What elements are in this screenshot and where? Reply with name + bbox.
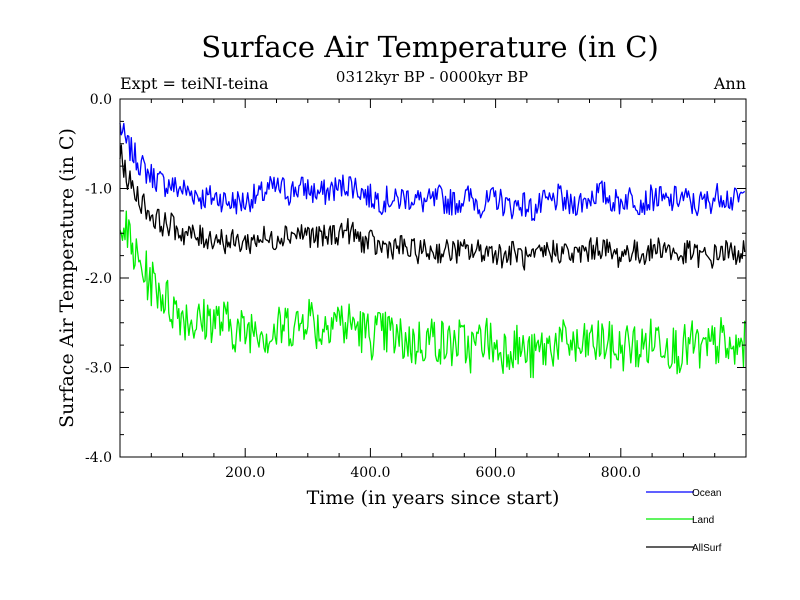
- season-label: Ann: [713, 74, 746, 93]
- y-tick-label: -4.0: [85, 450, 112, 466]
- x-tick-label: 400.0: [350, 465, 390, 481]
- y-tick-label: -2.0: [85, 271, 112, 287]
- plot-lines: [119, 122, 746, 379]
- axis-ticks: 0.0 -1.0 -2.0 -3.0 -4.0 200.0 400.0 600.0 800.0: [85, 92, 746, 481]
- legend-label-allsurf: AllSurf: [692, 543, 722, 554]
- series-line-allsurf: [119, 144, 746, 271]
- series-line-land: [119, 210, 746, 379]
- y-tick-label: -3.0: [85, 361, 112, 377]
- y-tick-label: 0.0: [90, 92, 112, 108]
- legend-label-land: Land: [692, 515, 714, 526]
- y-tick-label: -1.0: [85, 182, 112, 198]
- chart-title: Surface Air Temperature (in C): [201, 30, 659, 64]
- experiment-label: Expt = teiNI-teina: [120, 74, 269, 93]
- y-axis-label: Surface Air Temperature (in C): [56, 128, 78, 428]
- plot-frame: [119, 98, 747, 458]
- legend-label-ocean: Ocean: [692, 488, 721, 499]
- series-line-ocean: [119, 122, 746, 222]
- x-axis-label: Time (in years since start): [307, 487, 560, 509]
- chart-subtitle: 0312kyr BP - 0000kyr BP: [336, 68, 528, 86]
- x-tick-label: 200.0: [225, 465, 265, 481]
- x-tick-label: 800.0: [601, 465, 641, 481]
- x-tick-label: 600.0: [476, 465, 516, 481]
- legend: Ocean Land AllSurf: [646, 488, 722, 554]
